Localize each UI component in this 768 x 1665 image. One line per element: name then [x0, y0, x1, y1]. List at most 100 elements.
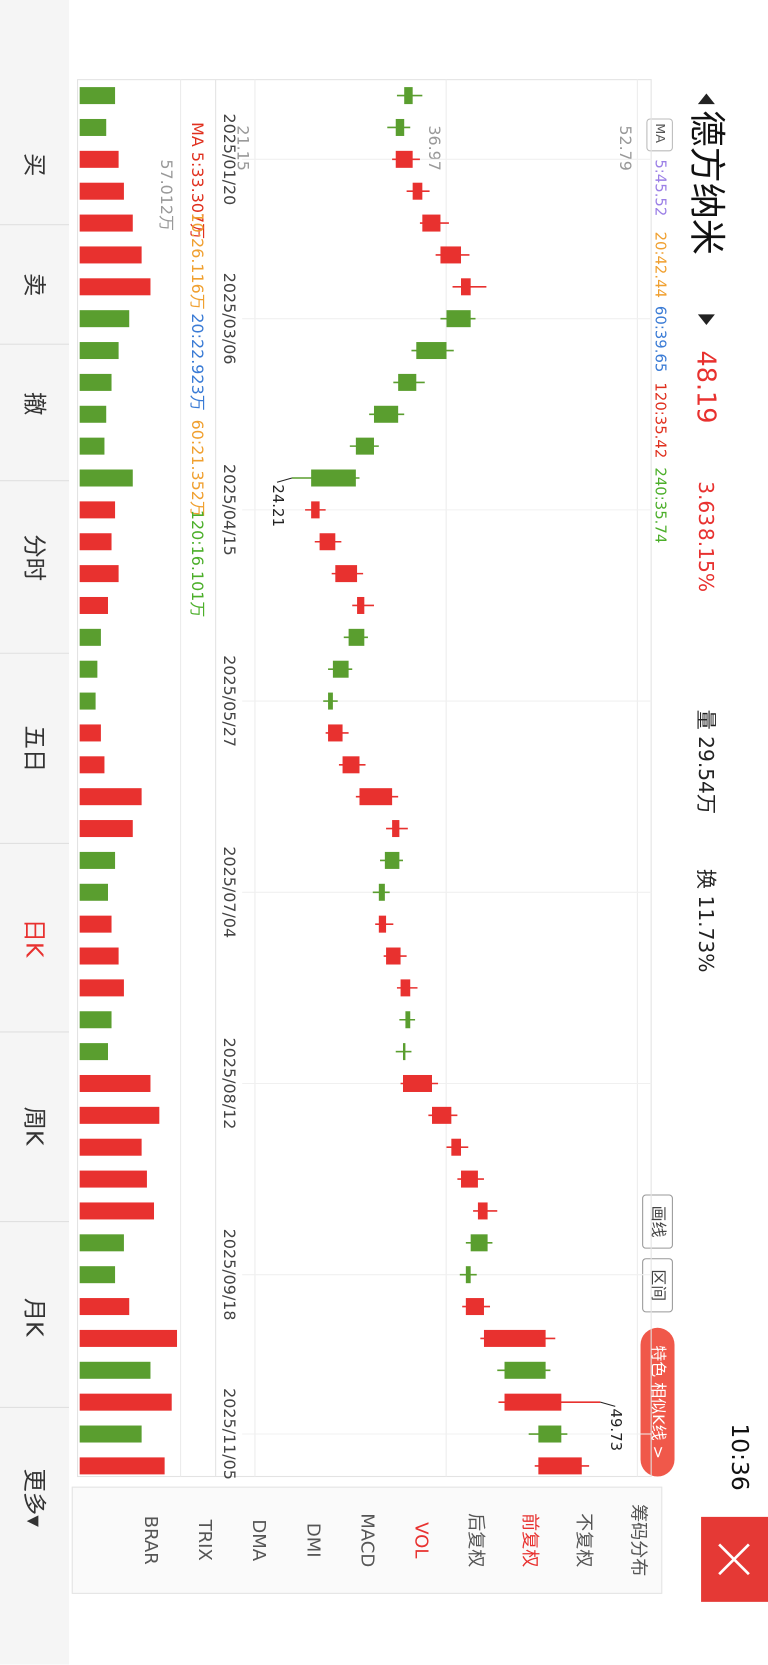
vol-ma-label: MA	[188, 122, 207, 147]
draw-button-label: 画线	[649, 1206, 668, 1238]
candle-body	[332, 660, 349, 678]
side-menu-item[interactable]: DMA	[248, 1519, 269, 1561]
candle-body	[359, 788, 393, 806]
candle-body	[328, 692, 333, 710]
candle-body	[378, 915, 387, 933]
candle-body	[328, 724, 343, 742]
tab[interactable]: 日K	[20, 919, 48, 958]
side-menu-item[interactable]: DMI	[302, 1523, 323, 1558]
tab[interactable]: 周K	[20, 1107, 48, 1146]
ma-item: 60:39.65	[652, 306, 670, 372]
volume-bar	[79, 1106, 160, 1124]
annotation: 49.73	[607, 1409, 625, 1452]
tab[interactable]: 卖	[20, 273, 48, 296]
volume-bar	[79, 660, 98, 678]
candle-body	[461, 1170, 478, 1188]
volume-bar	[79, 118, 107, 136]
volume-bar	[79, 947, 119, 965]
ma-item: 240:35.74	[652, 467, 670, 543]
vol-ma-item: 5:33.307万	[188, 152, 207, 239]
annotation: 24.21	[269, 484, 287, 527]
candle-body	[348, 628, 365, 646]
side-menu-item[interactable]: VOL	[411, 1522, 432, 1558]
candle-body	[432, 1106, 452, 1124]
prev-stock[interactable]	[697, 93, 715, 105]
y-tick-label: 36.97	[425, 125, 444, 171]
candle-body	[470, 1234, 488, 1252]
tab[interactable]: 更多▾	[20, 1469, 48, 1528]
volume-bar	[79, 310, 130, 328]
volume-bar	[79, 851, 116, 869]
stock-name: 德方纳米	[685, 110, 728, 254]
volume-bar	[79, 182, 124, 200]
y-tick-label: 52.79	[616, 125, 635, 171]
side-menu-item[interactable]: 前复权	[519, 1513, 540, 1567]
volume-bar	[79, 437, 105, 455]
ma-selector[interactable]	[646, 118, 673, 152]
candle-body	[404, 87, 413, 105]
candle-body	[402, 1043, 406, 1061]
annotation-leader	[276, 477, 293, 483]
volume-bar	[79, 979, 124, 997]
candle-body	[477, 1202, 488, 1220]
volume-bar	[79, 1298, 130, 1316]
volume-bar	[79, 1138, 142, 1156]
x-tick-label: 2025/09/18	[220, 1229, 239, 1321]
candle-body	[311, 469, 356, 487]
candle-body	[422, 214, 441, 232]
candle-body	[311, 501, 320, 519]
volume-bar	[79, 1170, 147, 1188]
next-stock[interactable]	[697, 314, 715, 326]
volume-bar	[79, 1011, 112, 1029]
side-menu-item[interactable]: TRIX	[194, 1519, 215, 1561]
volume-bar	[79, 246, 142, 264]
side-menu-item[interactable]: MACD	[356, 1513, 377, 1567]
volume-bar	[79, 278, 151, 296]
volume-bar	[79, 501, 116, 519]
candle-body	[357, 596, 365, 614]
volume-bar	[79, 405, 107, 423]
close-icon	[718, 1543, 750, 1576]
candle-body	[402, 1074, 433, 1092]
candle-body	[538, 1457, 582, 1475]
side-menu-item[interactable]: BRAR	[140, 1516, 161, 1566]
side-menu-item[interactable]: 不复权	[573, 1513, 594, 1567]
candle-body	[373, 405, 399, 423]
candle-body	[440, 246, 462, 264]
volume: 量 29.54万	[694, 710, 718, 815]
volume-bar	[79, 1361, 151, 1379]
side-menu-item[interactable]: 筹码分布	[627, 1504, 648, 1576]
volume-bar	[79, 1234, 124, 1252]
candle-body	[319, 533, 336, 551]
candle-body	[461, 278, 471, 296]
candle-body	[342, 756, 360, 774]
price: 48.19	[690, 351, 720, 424]
volume-bar	[79, 724, 101, 742]
candle-body	[504, 1393, 562, 1411]
tab[interactable]: 五日	[20, 726, 48, 773]
candle-body	[538, 1425, 562, 1443]
change-pct: 8.15%	[694, 528, 718, 592]
draw-button[interactable]	[642, 1194, 673, 1249]
tab[interactable]: 撤	[20, 392, 48, 415]
volume-bar	[79, 469, 133, 487]
vol-ma-item: 20:22.923万	[188, 313, 207, 410]
chart-frame	[77, 79, 652, 1478]
volume-bar	[79, 628, 101, 646]
tab-bar	[0, 0, 70, 1665]
volume-bar	[79, 342, 119, 360]
range-button[interactable]	[642, 1258, 673, 1313]
tab[interactable]: 分时	[20, 534, 48, 581]
candle-body	[392, 820, 400, 838]
candle-body	[384, 851, 400, 869]
volume-bar	[79, 1393, 172, 1411]
feature-button[interactable]	[640, 1327, 675, 1477]
volume-bar	[79, 692, 96, 710]
side-menu-item[interactable]: 后复权	[465, 1513, 486, 1567]
tab[interactable]: 买	[20, 153, 48, 176]
annotation-leader	[600, 1401, 616, 1407]
volume-bar	[79, 883, 108, 901]
tab[interactable]: 月K	[20, 1298, 48, 1337]
vol-ma-item: 60:21.352万	[188, 420, 207, 517]
